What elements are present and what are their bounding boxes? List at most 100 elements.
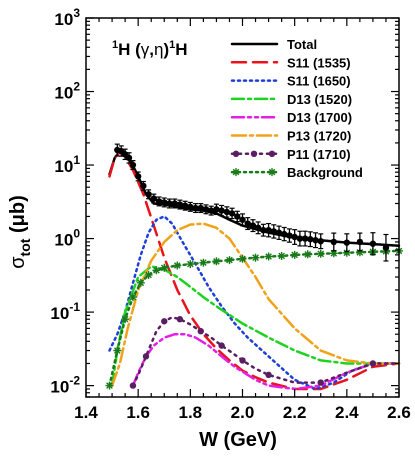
series-marker — [264, 252, 273, 261]
legend-entry: Background — [230, 165, 363, 180]
series-marker — [329, 249, 338, 258]
y-axis-title: σtot (μb) — [7, 195, 33, 269]
y-axis-symbol: σ — [7, 256, 29, 269]
data-point — [234, 213, 241, 220]
series-d13-1700 — [131, 332, 401, 391]
y-tick-label: 103 — [54, 6, 80, 29]
data-point — [307, 236, 314, 243]
data-point — [244, 220, 251, 227]
data-point — [155, 198, 163, 205]
legend-marker — [250, 150, 258, 157]
series-marker — [105, 381, 114, 390]
x-tick-label: 1.4 — [74, 403, 98, 422]
reaction-a: H ( — [118, 40, 141, 59]
plot-frame — [85, 17, 400, 398]
reaction-close: ) — [164, 40, 170, 59]
legend-label: D13 (1700) — [287, 110, 352, 125]
y-tick-label: 100 — [54, 227, 80, 250]
data-point — [140, 182, 147, 190]
legend-entry: P13 (1720) — [230, 129, 351, 144]
y-tick-label: 10-1 — [50, 300, 80, 323]
series-marker — [161, 318, 168, 325]
legend-marker — [268, 168, 276, 177]
series-marker — [136, 278, 145, 287]
data-point — [254, 224, 262, 232]
legend-label: S11 (1650) — [287, 74, 351, 89]
y-axis-unit: (μb) — [7, 195, 29, 238]
data-point — [301, 235, 309, 242]
series-line — [108, 249, 401, 387]
series-marker — [152, 266, 161, 275]
data-point — [213, 206, 220, 213]
series-marker — [199, 258, 208, 267]
series-data-points — [114, 143, 390, 262]
data-point — [296, 235, 304, 242]
data-point — [330, 238, 337, 246]
legend-label: D13 (1520) — [287, 92, 352, 107]
data-point — [134, 173, 142, 180]
series-marker — [176, 316, 184, 323]
data-point — [382, 244, 390, 251]
series-marker — [317, 379, 324, 386]
legend-entry: D13 (1520) — [230, 92, 352, 107]
y-tick-label: 102 — [54, 80, 80, 103]
legend-label: Total — [287, 37, 317, 52]
data-point — [265, 226, 272, 234]
series-marker — [129, 293, 137, 302]
x-tick-label: 2.6 — [387, 403, 411, 422]
legend-label: S11 (1535) — [287, 55, 351, 70]
legend-marker — [268, 150, 276, 157]
data-point — [281, 230, 288, 238]
series-marker — [238, 254, 247, 263]
legend-entry: D13 (1700) — [230, 110, 352, 125]
series-marker — [251, 253, 260, 262]
data-point — [192, 204, 199, 212]
series-marker — [160, 263, 169, 272]
data-point — [369, 240, 377, 247]
data-point — [187, 203, 194, 211]
x-tick-label: 1.6 — [126, 403, 150, 422]
series-marker — [113, 346, 122, 355]
x-tick-label: 2.0 — [231, 403, 255, 422]
series-p11-1710 — [129, 315, 401, 389]
reaction-label: 1H (γ,η)1H — [112, 39, 188, 59]
data-point — [291, 233, 298, 241]
series-marker — [369, 360, 377, 367]
data-point — [228, 210, 236, 217]
data-point — [239, 216, 246, 223]
legend-entry: S11 (1535) — [230, 55, 351, 70]
series-line — [110, 264, 401, 387]
data-point — [150, 195, 158, 202]
series-line — [131, 332, 401, 391]
data-point — [223, 208, 231, 216]
reaction-product-sup: 1 — [169, 39, 175, 51]
series-marker — [144, 270, 153, 279]
y-tick-label: 10-2 — [50, 374, 80, 397]
data-point — [125, 154, 133, 162]
y-tick-label: 101 — [54, 153, 80, 176]
legend-entry: P11 (1710) — [230, 147, 351, 162]
x-tick-label: 2.2 — [283, 403, 307, 422]
data-point — [197, 204, 204, 212]
legend-entry: S11 (1650) — [230, 74, 351, 89]
reaction-target-sup: 1 — [112, 39, 118, 51]
series-background — [105, 246, 403, 390]
data-point — [356, 238, 364, 246]
legend-label: Background — [287, 165, 363, 180]
data-point — [176, 201, 184, 208]
data-point — [171, 200, 178, 207]
series-s11-1650 — [108, 214, 401, 391]
series-marker — [303, 250, 312, 259]
legend-label: P13 (1720) — [287, 129, 351, 144]
series-line — [108, 214, 401, 391]
series-marker — [225, 256, 234, 265]
reaction-gamma: γ — [141, 40, 150, 59]
data-point — [208, 207, 215, 214]
reaction-h: H — [175, 40, 187, 59]
series-line — [110, 222, 401, 387]
legend-label: P11 (1710) — [287, 147, 351, 162]
data-point — [218, 207, 225, 214]
data-point — [181, 202, 189, 209]
series-marker — [197, 327, 204, 335]
